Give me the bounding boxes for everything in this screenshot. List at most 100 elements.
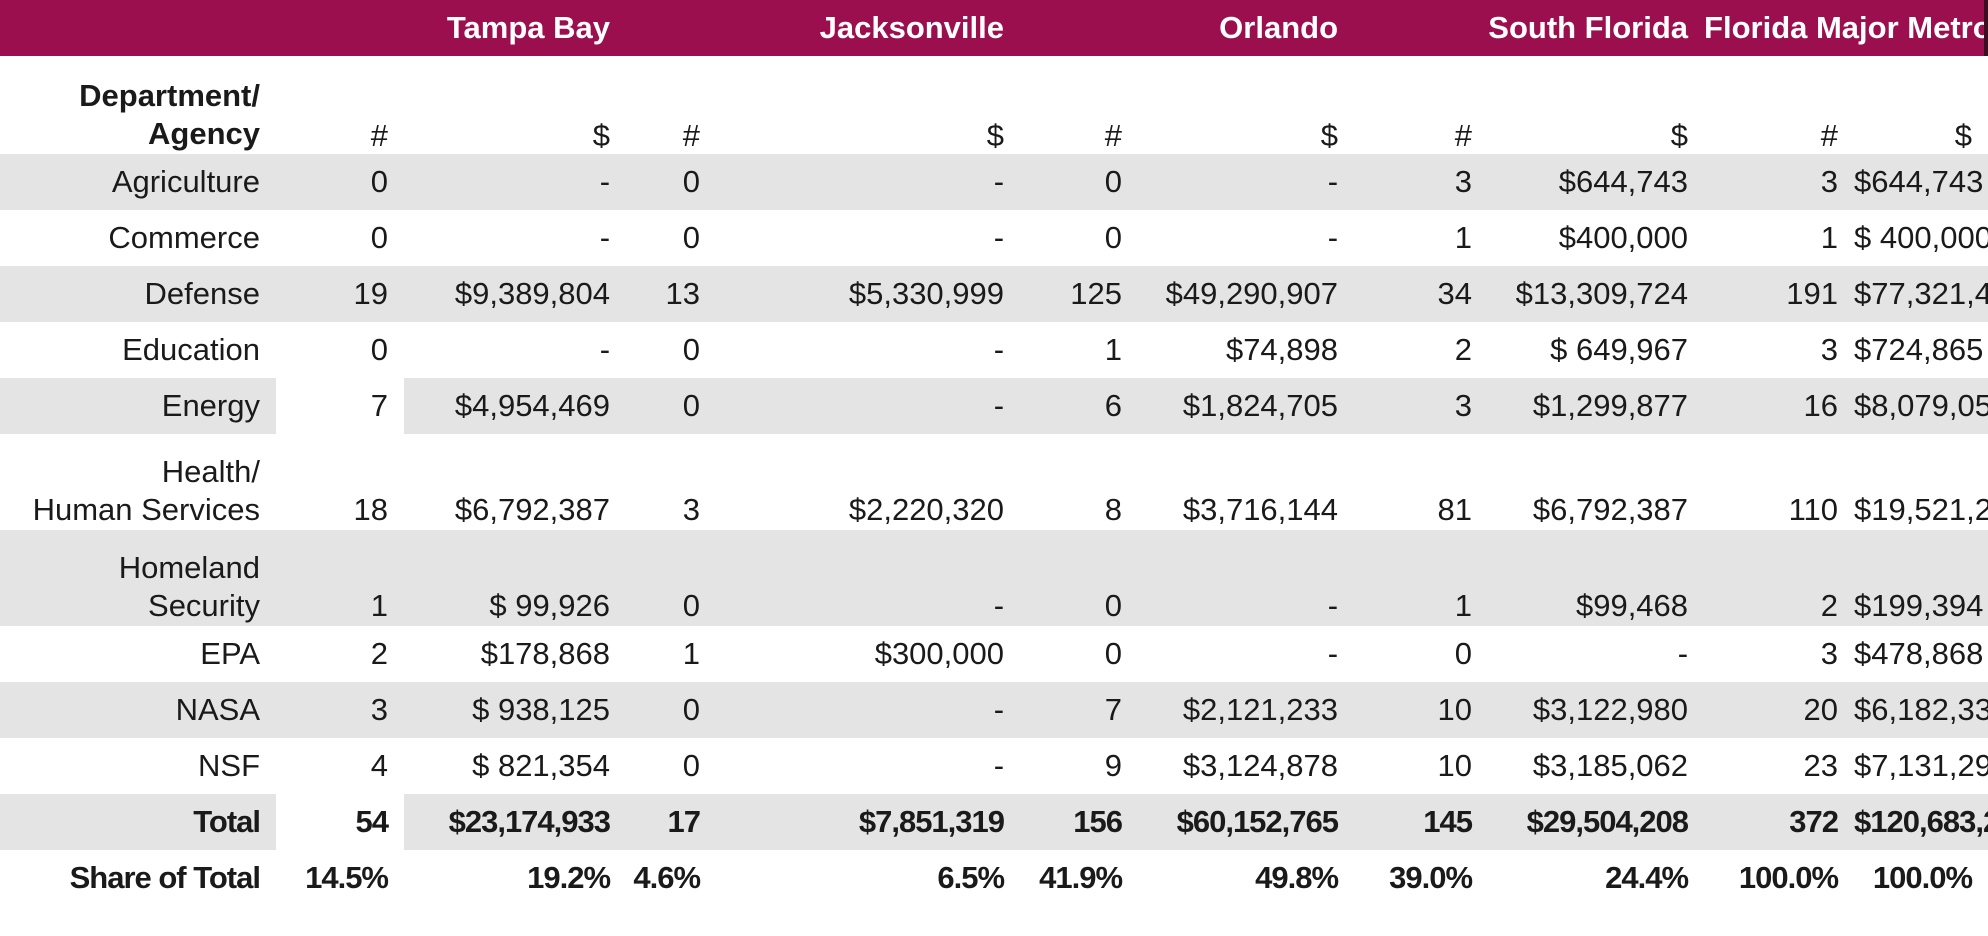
region-header-tampa-bay: Tampa Bay [276,0,627,56]
agency-cell: Commerce [0,210,276,266]
amount-cell: $199,394 [1854,530,1988,626]
agency-name-line: Share of Total [69,860,261,895]
agency-name-line: Agriculture [111,164,260,199]
count-cell: 1 [1820,220,1839,255]
agency-cell: Share of Total [0,850,276,906]
amount-cell: - [1327,636,1339,671]
amount-cell: - [993,748,1005,783]
table-row: EPA 2 $178,868 1 $300,000 0 - 0 - 3 $478,868 [0,626,1988,682]
count-header: # [682,118,701,153]
count-cell: 1 [1354,530,1489,626]
amount-header: $ [1670,118,1689,153]
table-row: Energy 7 $4,954,469 0-6 $1,824,705 3 $1,299,87… [0,378,1988,434]
amount-cell: $178,868 [480,636,611,671]
count-cell: 4.6% [633,860,701,895]
count-cell: 0 [370,220,388,255]
count-cell: 0 [1104,220,1123,255]
count-cell: 0 [626,378,717,434]
amount-cell: $9,389,804 [404,266,627,322]
count-header: # [370,118,388,153]
count-cell: 34 [1354,266,1489,322]
table-row: Health/Human Services 18 $6,792,387 3 $2,220… [0,434,1988,530]
agency-cell: NSF [0,738,276,794]
amount-cell: $60,152,765 [1138,794,1355,850]
count-cell: 4 [370,748,388,783]
count-cell: 23 [1803,748,1839,783]
amount-header: $ [592,118,611,153]
agency-column-header: Department/ Agency [0,56,276,154]
count-cell: 7 [276,378,404,434]
agency-name-line: Education [122,332,260,367]
amount-header: $ [986,118,1005,153]
agency-cell: EPA [0,626,276,682]
table-row: Share of Total 14.5% 19.2% 4.6% 6.5% 41.9% 49.… [0,850,1988,906]
amount-cell: $13,309,724 [1488,266,1705,322]
amount-cell: $99,468 [1488,530,1705,626]
agency-header-line-1: Department/ [79,77,260,113]
agency-name-line: Total [193,804,261,839]
amount-cell: $74,898 [1225,332,1339,367]
count-cell: 0 [682,332,701,367]
count-cell: 145 [1354,794,1489,850]
amount-cell: $ 938,125 [404,682,627,738]
count-cell: 0 [276,154,404,210]
count-cell: 54 [276,794,404,850]
count-cell: 2 [370,636,388,671]
amount-cell: $ 649,967 [1550,332,1689,367]
amount-cell: 100.0% [1872,860,1973,895]
amount-cell: - [993,332,1005,367]
amount-cell: $400,000 [1558,220,1689,255]
agency-cell: Homeland Security [0,530,276,626]
agency-cell: Defense [0,266,276,322]
table-row: NASA 3 $ 938,125 0-7 $2,121,233 10 $3,122,980 2… [0,682,1988,738]
agency-cell: Health/Human Services [0,434,276,530]
agency-name-line: Commerce [108,220,260,255]
count-cell: 10 [1437,748,1473,783]
amount-cell: $3,124,878 [1182,748,1339,783]
amount-cell: $1,824,705 [1138,378,1355,434]
count-cell: 16 [1704,378,1855,434]
count-cell: 0 [370,332,388,367]
count-header: # [1104,118,1123,153]
count-cell: 3 [1354,154,1489,210]
region-header-jacksonville: Jacksonville [626,0,1021,56]
count-cell: 0 [682,220,701,255]
count-cell: 3 [1820,636,1839,671]
table-row: Agriculture 0-0-0-3 $644,743 3 $644,743 [0,154,1988,210]
table-row: Total 54 $23,174,933 17 $7,851,319 156 $60,152… [0,794,1988,850]
table-row: NSF 4 $ 821,354 0 - 9 $3,124,878 10 $3,185,062 23… [0,738,1988,794]
count-cell: 6 [1020,378,1139,434]
count-cell: 0 [1454,636,1473,671]
table-row: Education 0 - 0 - 1 $74,898 2 $ 649,967 3 $724,865 [0,322,1988,378]
amount-cell: $3,122,980 [1488,682,1705,738]
amount-cell: 6.5% [937,860,1005,895]
amount-cell: $644,743 [1854,154,1988,210]
count-cell: 2 [1454,332,1473,367]
count-cell: 14.5% [305,860,389,895]
region-header-row: Tampa Bay Jacksonville Orlando South Flo… [0,0,1988,56]
amount-cell: $23,174,933 [404,794,627,850]
agency-name-line: NASA [175,692,260,727]
region-header-orlando: Orlando [1020,0,1355,56]
count-cell: 110 [1788,492,1839,528]
count-cell: 39.0% [1389,860,1473,895]
count-cell: 10 [1354,682,1489,738]
amount-cell: $3,185,062 [1532,748,1689,783]
count-cell: 156 [1020,794,1139,850]
count-cell: 19 [276,266,404,322]
table-row: Commerce 0 - 0 - 0 - 1 $400,000 1 $ 400,000 [0,210,1988,266]
count-cell: 1 [682,636,701,671]
amount-cell: - [716,378,1021,434]
amount-cell: - [599,332,611,367]
count-cell: 8 [1104,492,1123,528]
count-cell: 0 [1020,154,1139,210]
amount-cell: $2,220,320 [848,492,1005,528]
count-cell: 191 [1704,266,1855,322]
count-cell: 3 [682,492,701,528]
count-cell: 1 [1454,220,1473,255]
amount-cell: 19.2% [527,860,611,895]
amount-cell: - [993,220,1005,255]
count-cell: 13 [626,266,717,322]
agency-name-line: NSF [198,748,260,783]
agency-cell: Agriculture [0,154,276,210]
